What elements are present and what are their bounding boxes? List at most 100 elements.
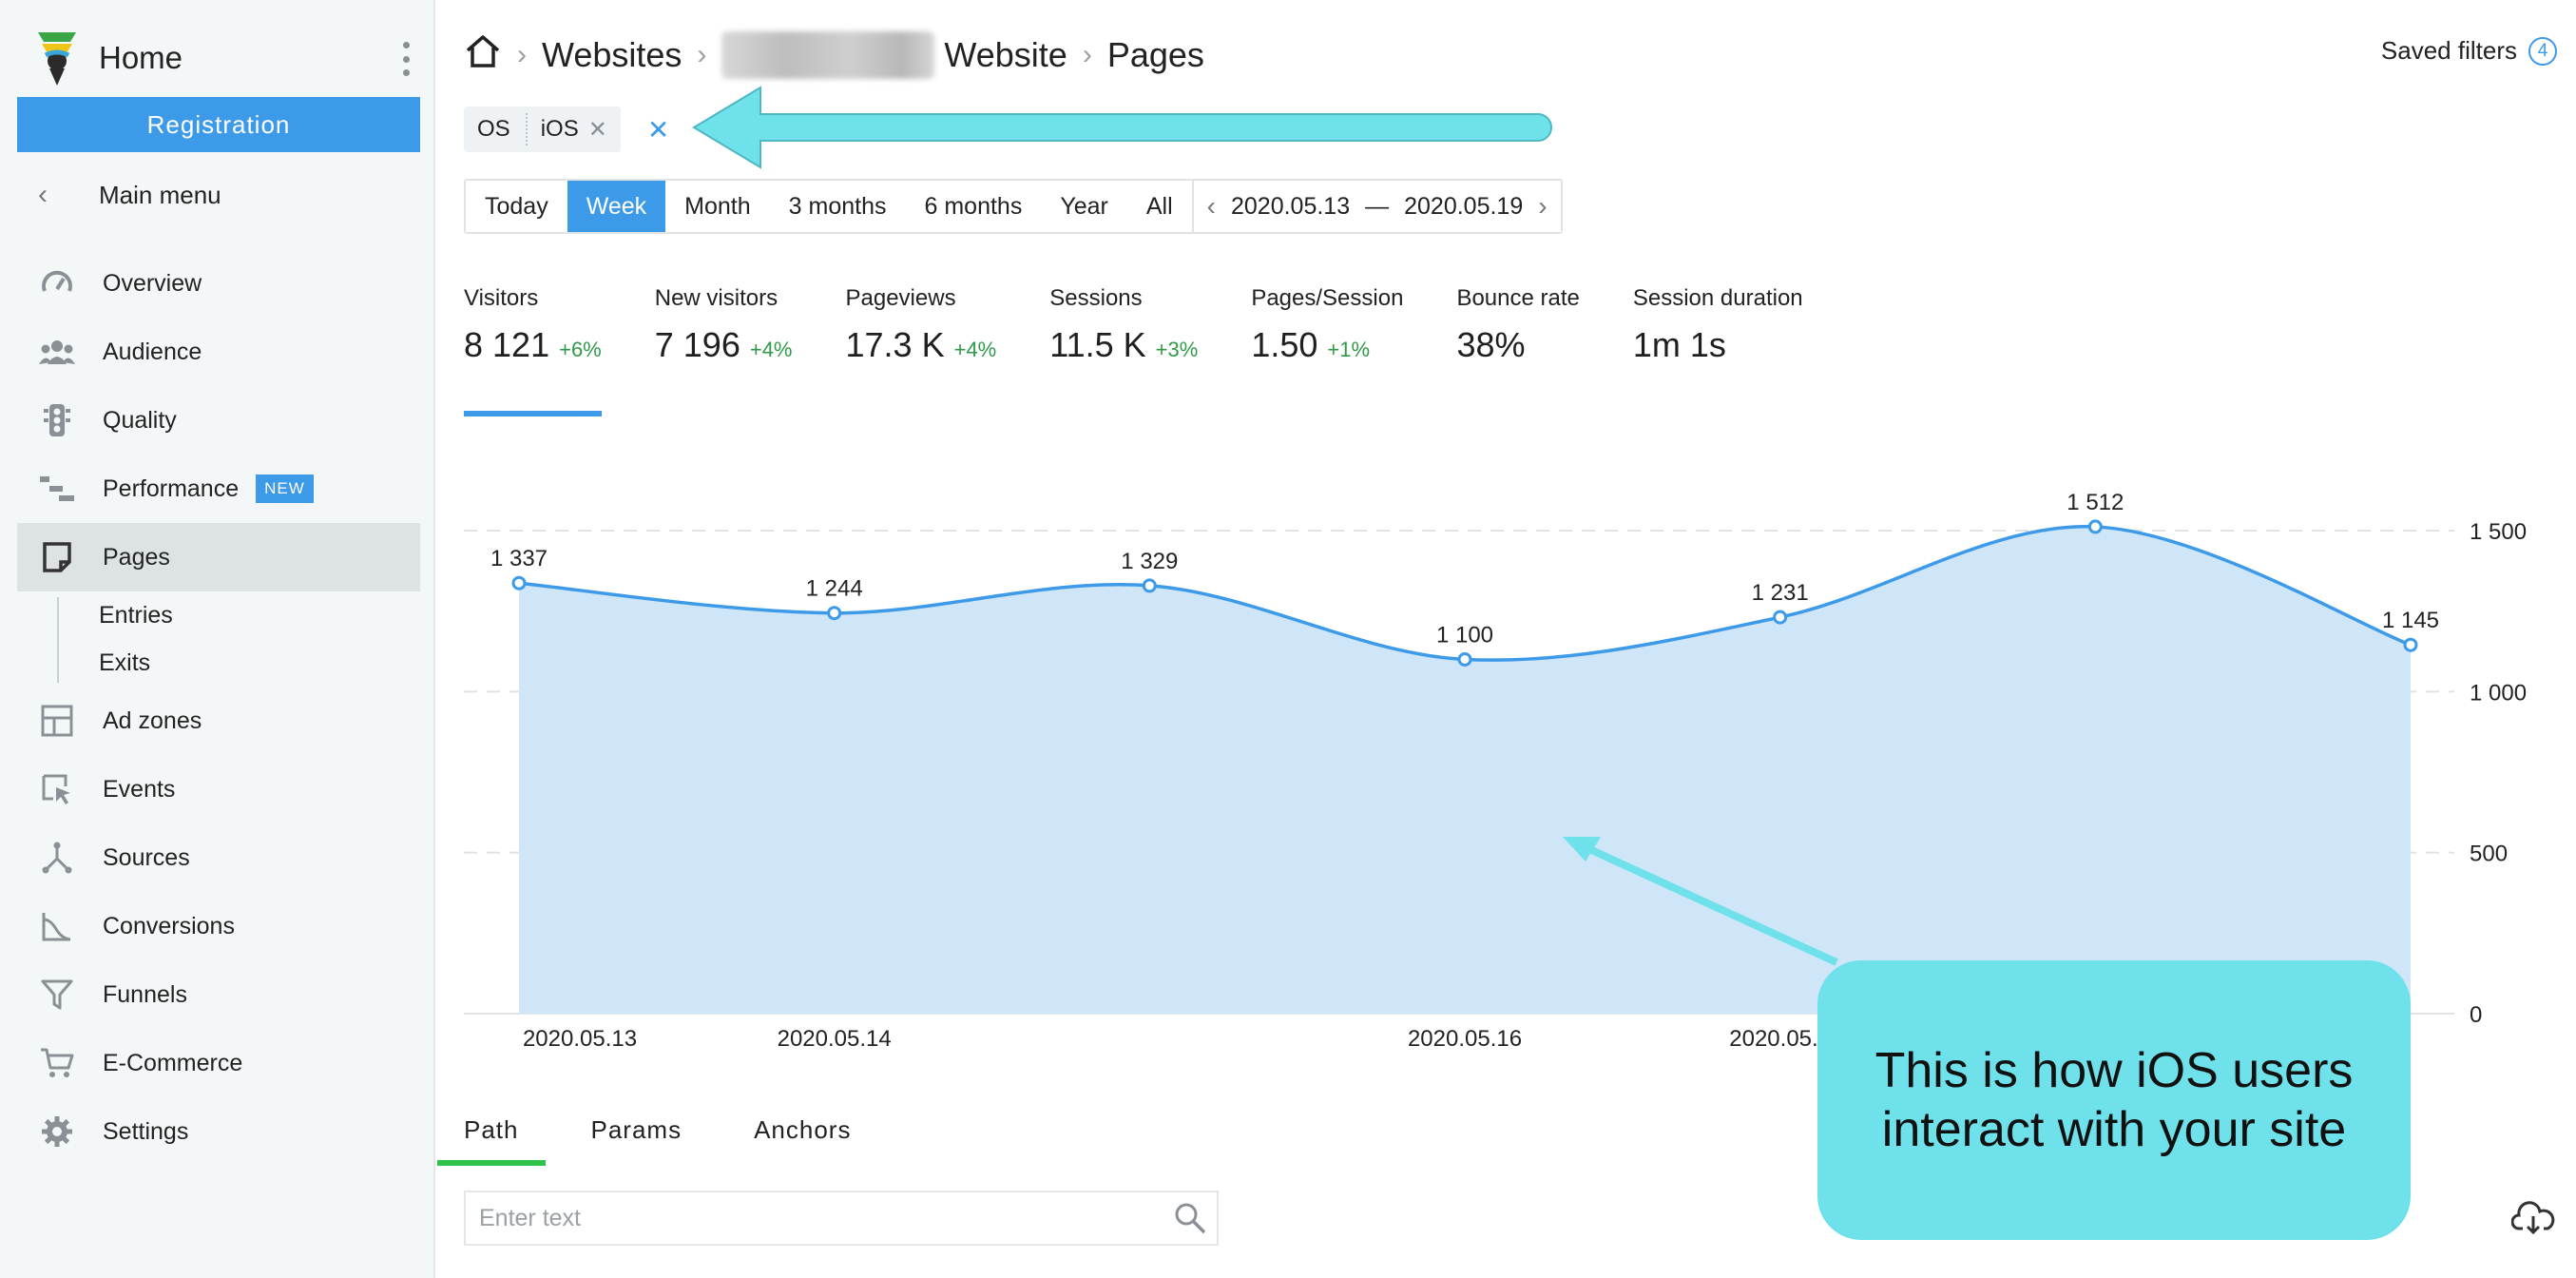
y-tick-label: 500 [2470, 842, 2508, 867]
date-range: ‹ 2020.05.13 — 2020.05.19 › [1191, 181, 1561, 232]
content-tabs: Path Params Anchors [437, 1094, 896, 1166]
sidebar-item-label: Overview [103, 269, 202, 297]
period-today[interactable]: Today [485, 192, 548, 220]
period-3-months[interactable]: 3 months [788, 192, 887, 220]
x-tick-label: 2020.05.16 [1408, 1026, 1522, 1052]
cursor-click-icon [38, 770, 76, 808]
conversion-icon [38, 907, 76, 945]
sidebar-item-overview[interactable]: Overview [17, 249, 420, 318]
metrics-row: Visitors 8 121 +6% New visitors 7 196 +4% … [464, 285, 1856, 416]
gauge-icon [38, 264, 76, 302]
traffic-light-icon [38, 401, 76, 439]
saved-filters-count: 4 [2528, 36, 2557, 66]
sidebar-item-label: Ad zones [103, 707, 202, 734]
clear-filters-icon[interactable]: ✕ [646, 114, 670, 145]
y-tick-label: 1 500 [2470, 519, 2527, 545]
metric-delta: +1% [1327, 338, 1371, 361]
cart-icon [38, 1044, 76, 1082]
breadcrumb-websites[interactable]: Websites [542, 35, 682, 74]
home-row[interactable]: Home [32, 25, 413, 91]
metric-pageviews[interactable]: Pageviews 17.3 K +4% [846, 285, 997, 390]
filter-chip[interactable]: OS iOS ✕ [464, 106, 621, 152]
main-menu-link[interactable]: ‹ Main menu [38, 171, 221, 219]
data-label: 1 337 [490, 546, 548, 571]
metric-visitors[interactable]: Visitors 8 121 +6% [464, 285, 602, 416]
sidebar-item-label: Pages [103, 543, 170, 571]
sidebar-item-ecommerce[interactable]: E-Commerce [17, 1029, 420, 1097]
sidebar-item-sources[interactable]: Sources [17, 823, 420, 892]
metric-label: Session duration [1632, 285, 1803, 311]
sidebar-item-label: Events [103, 775, 176, 803]
search-box [464, 1191, 1219, 1246]
remove-filter-icon[interactable]: ✕ [587, 116, 607, 143]
chevron-right-icon[interactable]: › [1538, 191, 1548, 221]
home-icon[interactable] [464, 33, 502, 78]
x-tick-label: 2020.05.1 [1729, 1026, 1831, 1052]
sidebar-item-ad-zones[interactable]: Ad zones [17, 687, 420, 755]
data-point [2087, 519, 2103, 534]
period-all[interactable]: All [1145, 192, 1173, 220]
more-options-icon[interactable] [399, 42, 413, 76]
data-point [2403, 637, 2418, 652]
branch-icon [38, 839, 76, 877]
pages-submenu: Entries Exits [17, 591, 420, 687]
data-label: 1 512 [2067, 490, 2124, 515]
data-point [1142, 578, 1157, 593]
people-icon [38, 333, 76, 371]
sidebar-item-label: Audience [103, 338, 202, 365]
data-label: 1 329 [1121, 549, 1178, 574]
sidebar-item-pages[interactable]: Pages [17, 523, 420, 591]
sidebar-item-performance[interactable]: Performance NEW [17, 455, 420, 523]
sidebar-subitem-exits[interactable]: Exits [99, 649, 151, 676]
data-point [1457, 651, 1472, 667]
cloud-download-icon[interactable] [2511, 1200, 2555, 1236]
metric-value: 1.50 [1251, 325, 1318, 364]
search-input[interactable] [479, 1204, 1163, 1232]
period-year[interactable]: Year [1060, 192, 1108, 220]
metric-delta: +4% [749, 338, 793, 361]
saved-filters-button[interactable]: Saved filters 4 [2381, 36, 2557, 66]
data-point [1773, 610, 1788, 625]
period-month[interactable]: Month [684, 192, 751, 220]
layout-icon [38, 702, 76, 740]
period-6-months[interactable]: 6 months [924, 192, 1023, 220]
sidebar-item-events[interactable]: Events [17, 755, 420, 823]
registration-button[interactable]: Registration [17, 97, 420, 152]
metric-value: 38% [1456, 325, 1526, 364]
search-icon[interactable] [1163, 1201, 1217, 1235]
tab-anchors[interactable]: Anchors [754, 1114, 852, 1144]
area-fill [519, 526, 2411, 1014]
metric-new-visitors[interactable]: New visitors 7 196 +4% [655, 285, 793, 390]
metric-pages-per-session[interactable]: Pages/Session 1.50 +1% [1251, 285, 1403, 390]
sidebar-item-settings[interactable]: Settings [17, 1097, 420, 1166]
data-point [511, 575, 527, 591]
gantt-icon [38, 470, 76, 508]
logo-icon [38, 32, 76, 86]
blurred-site-name [721, 31, 935, 79]
chevron-left-icon[interactable]: ‹ [1206, 191, 1216, 221]
tab-path[interactable]: Path [437, 1094, 546, 1166]
period-week[interactable]: Week [567, 181, 666, 232]
chevron-left-icon: ‹ [38, 179, 48, 210]
range-end[interactable]: 2020.05.19 [1404, 192, 1524, 220]
metric-label: Pageviews [845, 285, 956, 311]
sidebar-item-funnels[interactable]: Funnels [17, 960, 420, 1029]
metric-sessions[interactable]: Sessions 11.5 K +3% [1049, 285, 1198, 390]
sidebar: Home Registration ‹ Main menu Overview A… [0, 0, 435, 1278]
sidebar-item-conversions[interactable]: Conversions [17, 892, 420, 960]
range-start[interactable]: 2020.05.13 [1230, 192, 1351, 220]
metric-bounce-rate[interactable]: Bounce rate 38% [1456, 285, 1579, 390]
metric-value: 1m 1s [1632, 325, 1726, 364]
metric-label: Pages/Session [1251, 285, 1404, 311]
gear-icon [38, 1113, 76, 1151]
sidebar-item-quality[interactable]: Quality [17, 386, 420, 455]
breadcrumb-separator: › [697, 39, 707, 70]
tab-params[interactable]: Params [590, 1114, 682, 1144]
period-selector: Today Week Month 3 months 6 months Year … [464, 179, 1563, 234]
breadcrumb-website[interactable]: Website [944, 35, 1067, 74]
data-label: 1 231 [1752, 580, 1809, 606]
sidebar-item-audience[interactable]: Audience [17, 318, 420, 386]
sidebar-subitem-entries[interactable]: Entries [99, 601, 173, 629]
metric-session-duration[interactable]: Session duration 1m 1s [1633, 285, 1803, 390]
visitors-chart: 0 500 1 000 1 500 1 337 2020.05.13 1 244 2020.0… [437, 437, 2576, 1065]
